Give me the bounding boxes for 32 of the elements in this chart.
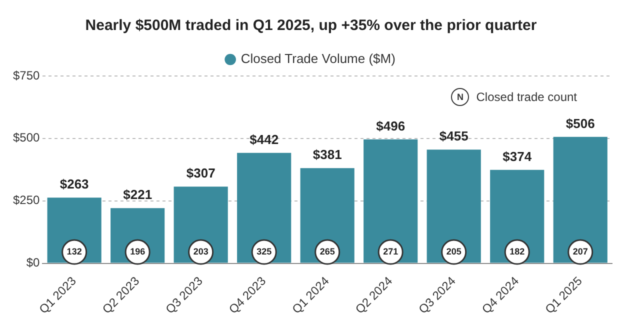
badge-icon: N <box>451 88 470 106</box>
annotation: 132 <box>66 246 82 257</box>
data-label: $496 <box>376 118 406 134</box>
bar <box>553 136 608 263</box>
annotation: 207 <box>572 246 588 257</box>
y-tick-label: $500 <box>12 130 40 145</box>
data-label: $455 <box>439 128 468 144</box>
data-label: $442 <box>250 132 279 147</box>
y-tick-label: $250 <box>12 193 40 208</box>
bar <box>364 139 418 263</box>
bar <box>426 150 481 263</box>
bar <box>490 170 544 263</box>
legend-label: Closed Trade Volume ($M) <box>240 51 396 66</box>
annotation: 205 <box>446 246 462 257</box>
annotation: 271 <box>383 246 398 257</box>
y-tick-label: $0 <box>26 256 40 270</box>
chart-title: Nearly $500M traded in Q1 2025, up +35% over the prior quarter <box>85 17 537 34</box>
bar <box>300 168 354 263</box>
data-label: $374 <box>502 148 532 164</box>
annotation: 265 <box>320 246 335 257</box>
data-label: $221 <box>123 187 152 202</box>
y-tick-label: $750 <box>12 68 40 82</box>
bar <box>237 152 292 263</box>
annotation: 325 <box>256 246 272 257</box>
annotation: Closed trade count <box>476 90 577 104</box>
data-label: $307 <box>186 166 216 181</box>
data-label: $263 <box>60 176 89 192</box>
data-label: $381 <box>312 147 342 162</box>
annotation: 196 <box>130 246 146 257</box>
data-label: $506 <box>566 116 595 131</box>
annotation: 182 <box>510 246 525 257</box>
annotation: 203 <box>193 246 208 257</box>
